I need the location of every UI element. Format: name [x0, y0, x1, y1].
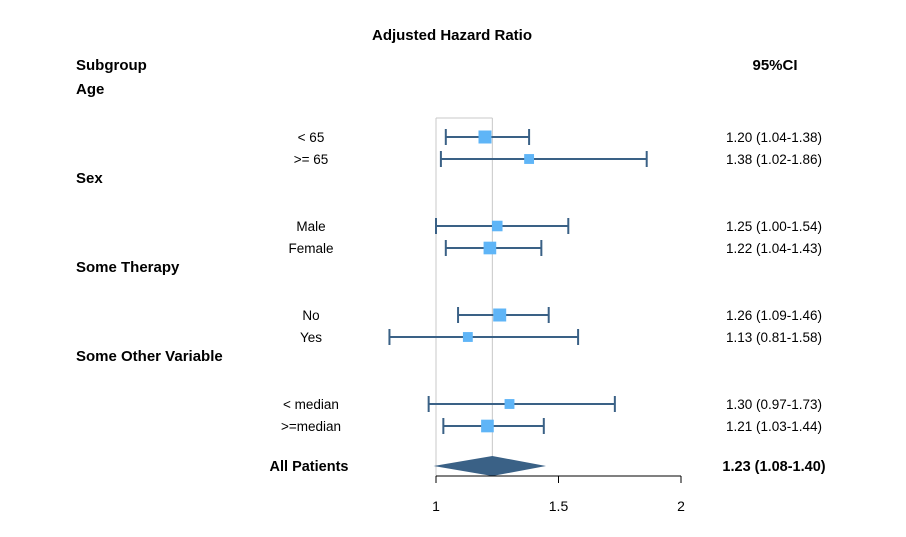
ci-value: 1.13 (0.81-1.58) [726, 330, 822, 345]
overall-label: All Patients [270, 459, 349, 475]
group-label: Age [76, 81, 104, 98]
forest-row: Male 1.25 (1.00-1.54) [296, 218, 822, 234]
row-label: Yes [300, 330, 322, 345]
forest-row: >=median 1.21 (1.03-1.44) [281, 418, 822, 434]
subgroup-header: Subgroup [76, 57, 147, 74]
row-label: Female [288, 241, 333, 256]
point-estimate [483, 241, 497, 255]
point-estimate [478, 130, 492, 144]
overall-ci-value: 1.23 (1.08-1.40) [722, 459, 825, 475]
ci-value: 1.25 (1.00-1.54) [726, 219, 822, 234]
group-label: Sex [76, 170, 103, 187]
point-estimate [524, 154, 535, 164]
ci-header: 95%CI [752, 57, 797, 74]
forest-row: < median 1.30 (0.97-1.73) [283, 396, 822, 412]
point-estimate [493, 308, 507, 322]
forest-row: >= 65 1.38 (1.02-1.86) [294, 151, 822, 167]
x-tick-label: 2 [677, 498, 685, 514]
row-label: < 65 [298, 130, 325, 145]
x-axis: 1 1.5 2 [432, 475, 685, 514]
point-estimate [481, 419, 494, 433]
ci-value: 1.20 (1.04-1.38) [726, 130, 822, 145]
row-label: >= 65 [294, 152, 329, 167]
forest-row: Yes 1.13 (0.81-1.58) [300, 329, 822, 345]
ci-value: 1.22 (1.04-1.43) [726, 241, 822, 256]
point-estimate [462, 332, 473, 342]
overall-row: All Patients 1.23 (1.08-1.40) [270, 456, 826, 476]
ci-value: 1.38 (1.02-1.86) [726, 152, 822, 167]
ci-value: 1.26 (1.09-1.46) [726, 308, 822, 323]
chart-title: Adjusted Hazard Ratio [372, 27, 532, 44]
x-tick-label: 1 [432, 498, 440, 514]
group-label: Some Therapy [76, 259, 180, 276]
row-label: No [302, 308, 319, 323]
forest-row: Female 1.22 (1.04-1.43) [288, 240, 822, 256]
x-tick-label: 1.5 [549, 498, 569, 514]
point-estimate [504, 399, 515, 409]
row-label: Male [296, 219, 325, 234]
group-label: Some Other Variable [76, 348, 223, 365]
forest-rows: Age < 65 1.20 (1.04-1.38) >= 65 1.38 (1.02-1… [76, 81, 826, 476]
forest-row: No 1.26 (1.09-1.46) [302, 307, 822, 323]
ci-value: 1.30 (0.97-1.73) [726, 397, 822, 412]
row-label: >=median [281, 419, 341, 434]
reference-lines [435, 117, 493, 476]
point-estimate [491, 220, 503, 232]
forest-row: < 65 1.20 (1.04-1.38) [298, 129, 822, 145]
row-label: < median [283, 397, 339, 412]
overall-diamond [433, 456, 546, 476]
ci-value: 1.21 (1.03-1.44) [726, 419, 822, 434]
